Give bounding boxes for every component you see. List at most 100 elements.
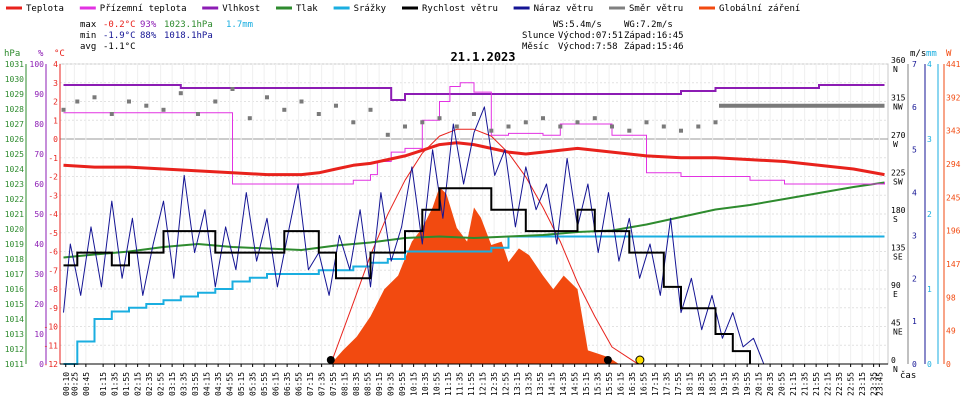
legend-label: Přízemní teplota bbox=[100, 4, 187, 14]
direction-tick-dir: SE bbox=[893, 253, 903, 262]
ground-temperature-line bbox=[63, 82, 885, 185]
temperature-line bbox=[63, 141, 885, 177]
x-tick-label: 10:55 bbox=[433, 372, 442, 396]
wind-direction-dot bbox=[282, 107, 287, 112]
direction-tick-label: 180 bbox=[891, 206, 906, 215]
direction-tick-label: 225 bbox=[891, 169, 906, 178]
x-tick-label: 03:35 bbox=[180, 372, 189, 396]
wind-tick-label: 2 bbox=[912, 274, 917, 283]
direction-tick-label: 270 bbox=[891, 131, 906, 140]
x-tick-label: 20:35 bbox=[766, 372, 775, 396]
pressure-tick-label: 1016 bbox=[5, 285, 24, 294]
chart-title: 21.1.2023 bbox=[450, 50, 515, 64]
wind-direction-dot bbox=[230, 87, 235, 91]
rain-tick-label: 0 bbox=[927, 360, 932, 369]
x-tick-label: 20:15 bbox=[755, 372, 764, 396]
x-tick-label: 07:35 bbox=[318, 372, 327, 396]
x-tick-label: 00:10 bbox=[62, 372, 71, 396]
pressure-tick-label: 1028 bbox=[5, 105, 24, 114]
radiation-tick-label: 49 bbox=[946, 327, 956, 336]
wind-tick-label: 3 bbox=[912, 231, 917, 240]
humidity-tick-label: 20 bbox=[34, 300, 44, 309]
x-tick-label: 00:45 bbox=[82, 372, 91, 396]
wind-direction-dot bbox=[696, 124, 701, 129]
x-tick-label: 18:55 bbox=[709, 372, 718, 396]
wind-direction-dot bbox=[437, 116, 442, 121]
radiation-area bbox=[330, 187, 619, 364]
x-tick-label: 09:15 bbox=[375, 372, 384, 396]
direction-tick-dir: N bbox=[893, 365, 898, 374]
stat-min-temp: -1.9°C bbox=[103, 31, 136, 41]
x-tick-label: 16:35 bbox=[628, 372, 637, 396]
wind-direction-dot bbox=[385, 132, 390, 137]
x-tick-label: 00:25 bbox=[70, 372, 79, 396]
direction-tick-dir: NE bbox=[893, 328, 903, 337]
pressure-tick-label: 1023 bbox=[5, 180, 24, 189]
pressure-tick-label: 1012 bbox=[5, 345, 24, 354]
radiation-tick-label: 245 bbox=[946, 193, 961, 202]
wind-gust-line bbox=[63, 106, 765, 365]
temperature-unit: °C bbox=[54, 49, 65, 59]
direction-tick-dir: NW bbox=[893, 103, 903, 112]
wind-direction-dot bbox=[213, 99, 218, 104]
wind-direction-dot bbox=[316, 112, 321, 116]
wind-direction-dot bbox=[541, 116, 545, 121]
legend-label: Rychlost větru bbox=[422, 4, 498, 14]
legend-label: Teplota bbox=[26, 4, 64, 14]
x-tick-label: 15:15 bbox=[582, 372, 591, 396]
rain-tick-label: 4 bbox=[927, 60, 932, 69]
wind-tick-label: 6 bbox=[912, 103, 917, 112]
info-moon-set: Západ:15:46 bbox=[624, 42, 684, 52]
humidity-tick-label: 10 bbox=[34, 330, 44, 339]
stat-max-label: max bbox=[80, 20, 97, 30]
legend-label: Směr větru bbox=[629, 4, 683, 14]
humidity-tick-label: 50 bbox=[34, 210, 44, 219]
x-tick-label: 02:15 bbox=[134, 372, 143, 396]
svg-text:max: max bbox=[80, 20, 97, 30]
moonset-marker bbox=[603, 356, 612, 364]
x-tick-label: 23:45 bbox=[875, 372, 884, 396]
wind-tick-label: 4 bbox=[912, 189, 917, 198]
wind-direction-dot bbox=[454, 124, 459, 129]
x-tick-label: 18:35 bbox=[697, 372, 706, 396]
wind-speed-line bbox=[63, 187, 751, 364]
x-tick-label: 03:15 bbox=[168, 372, 177, 396]
pressure-unit: hPa bbox=[4, 49, 20, 59]
wind-direction-dot bbox=[92, 95, 97, 100]
x-tick-label: 09:35 bbox=[387, 372, 396, 396]
x-tick-label: 14:35 bbox=[559, 372, 568, 396]
x-tick-label: 07:15 bbox=[306, 372, 315, 396]
x-tick-label: 16:15 bbox=[617, 372, 626, 396]
pressure-tick-label: 1018 bbox=[5, 255, 24, 264]
pressure-tick-label: 1017 bbox=[5, 270, 24, 279]
x-tick-label: 03:55 bbox=[191, 372, 200, 396]
legend-label: Náraz větru bbox=[534, 4, 594, 14]
humidity-tick-label: 0 bbox=[39, 360, 44, 369]
temperature-tick-label: 1 bbox=[53, 116, 58, 125]
direction-tick-dir: SW bbox=[893, 178, 903, 187]
rain-tick-label: 2 bbox=[927, 210, 932, 219]
humidity-tick-label: 30 bbox=[34, 270, 44, 279]
rain-line bbox=[63, 235, 885, 365]
wind-direction-dot bbox=[472, 112, 476, 116]
wind-tick-label: 0 bbox=[912, 360, 917, 369]
pressure-tick-label: 1029 bbox=[5, 90, 24, 99]
x-tick-label: 06:55 bbox=[295, 372, 304, 396]
axis-units: hPa% °C m/s mm W bbox=[4, 49, 952, 59]
radiation-tick-label: 98 bbox=[946, 293, 956, 302]
radiation-tick-label: 441 bbox=[946, 60, 961, 69]
direction-tick-label: 135 bbox=[891, 244, 906, 253]
pressure-tick-label: 1019 bbox=[5, 240, 24, 249]
pressure-tick-label: 1027 bbox=[5, 120, 24, 129]
x-tick-label: 09:55 bbox=[398, 372, 407, 396]
radiation-tick-label: 196 bbox=[946, 227, 961, 236]
x-tick-label: 23:15 bbox=[858, 372, 867, 396]
temperature-tick-label: -8 bbox=[48, 285, 58, 294]
sunrise-marker bbox=[326, 356, 335, 364]
stat-max-humidity: 93% bbox=[140, 20, 157, 30]
radiation-tick-label: 147 bbox=[946, 260, 961, 269]
pressure-tick-label: 1021 bbox=[5, 210, 24, 219]
info-moon-label: Měsíc bbox=[522, 42, 549, 52]
legend-label: Tlak bbox=[296, 4, 318, 14]
x-tick-label: 11:35 bbox=[456, 372, 465, 396]
